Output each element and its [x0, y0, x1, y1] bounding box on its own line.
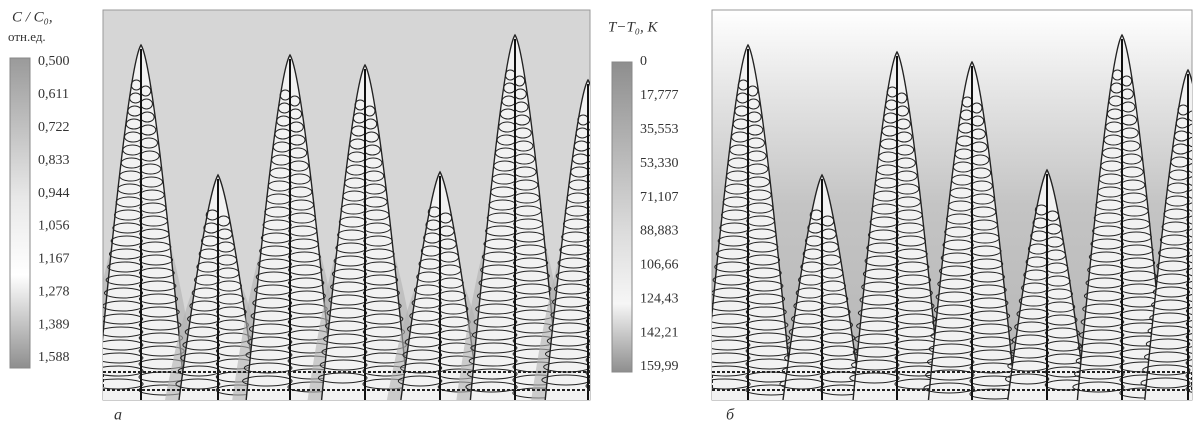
side-branch [587, 225, 613, 235]
colorbar-tick-label: 0 [640, 54, 647, 69]
colorbar-tick-label: 17,777 [640, 88, 679, 103]
colorbar-tick-label: 106,66 [640, 258, 679, 273]
colorbar-tick-label: 71,107 [640, 190, 679, 205]
panel-label: а [114, 407, 122, 424]
colorbar-tick-label: 0,722 [38, 120, 70, 135]
colorbar-b [612, 62, 632, 372]
colorbar-a [10, 58, 30, 368]
colorbar-unit: отн.ед. [8, 29, 46, 44]
colorbar-tick-label: 142,21 [640, 325, 679, 340]
colorbar-ticks-b: 0 17,777 35,553 53,330 71,107 88,883 106,66 124… [640, 54, 679, 374]
colorbar-tick-label: 1,056 [38, 219, 70, 234]
colorbar-tick-label: 1,389 [38, 317, 70, 332]
colorbar-tick-label: 53,330 [640, 156, 679, 171]
colorbar-tick-label: 0,500 [38, 54, 70, 69]
colorbar-tick-label: 124,43 [640, 291, 679, 306]
colorbar-tick-label: 1,588 [38, 350, 70, 365]
panel-label: б [726, 407, 735, 424]
colorbar-tick-label: 0,833 [38, 153, 70, 168]
side-branch [586, 381, 634, 391]
colorbar-title: T−T₀, K [608, 19, 659, 35]
colorbar-tick-label: 159,99 [640, 359, 679, 374]
colorbar-tick-label: 88,883 [640, 224, 679, 239]
side-branch [587, 212, 611, 222]
colorbar-tick-label: 35,553 [640, 122, 679, 137]
side-branch [587, 238, 614, 248]
colorbar-tick-label: 0,611 [38, 87, 69, 102]
colorbar-tick-label: 0,944 [38, 186, 70, 201]
colorbar-tick-label: 1,167 [38, 252, 70, 267]
colorbar-ticks-a: 0,500 0,611 0,722 0,833 0,944 1,056 1,167 1,278… [38, 54, 70, 365]
colorbar-tick-label: 1,278 [38, 284, 70, 299]
colorbar-title: C / C₀, [12, 9, 53, 25]
figure: C / C₀, отн.ед. 0,500 0,611 0,722 0,833 0,94… [0, 0, 1196, 429]
